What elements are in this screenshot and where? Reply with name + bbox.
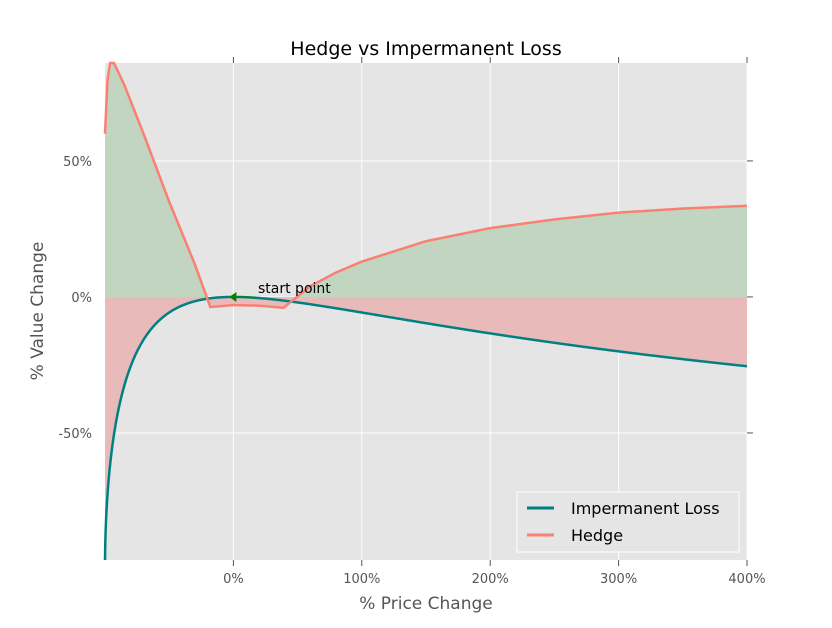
hedge-line <box>103 61 748 310</box>
fill-hedge-gain <box>105 63 747 297</box>
x-tick-label: 400% <box>728 572 765 587</box>
start-point-marker <box>229 291 237 302</box>
chart-title: Hedge vs Impermanent Loss <box>290 38 561 60</box>
legend-label-impermanent-loss: Impermanent Loss <box>571 499 720 518</box>
x-tick-label: 200% <box>472 572 509 587</box>
y-tick-label: -50% <box>58 427 92 442</box>
legend: Impermanent Loss Hedge <box>516 491 740 553</box>
y-tick-label: 50% <box>63 155 92 170</box>
impermanent-loss-line <box>103 295 748 561</box>
legend-label-hedge: Hedge <box>571 526 623 545</box>
x-tick-label: 300% <box>600 572 637 587</box>
fills <box>105 63 747 560</box>
x-axis-label: % Price Change <box>359 594 493 614</box>
series-lines <box>103 61 748 561</box>
annotation-text: start point <box>258 281 331 297</box>
x-tick-label: 0% <box>223 572 244 587</box>
y-tick-label: 0% <box>71 291 92 306</box>
y-axis-label: % Value Change <box>28 242 48 381</box>
fill-loss <box>105 296 747 560</box>
x-tick-label: 100% <box>343 572 380 587</box>
ticks: 0% 100% 200% 300% 400% 50% 0% -50% <box>58 57 766 587</box>
annotation: start point <box>229 281 331 302</box>
